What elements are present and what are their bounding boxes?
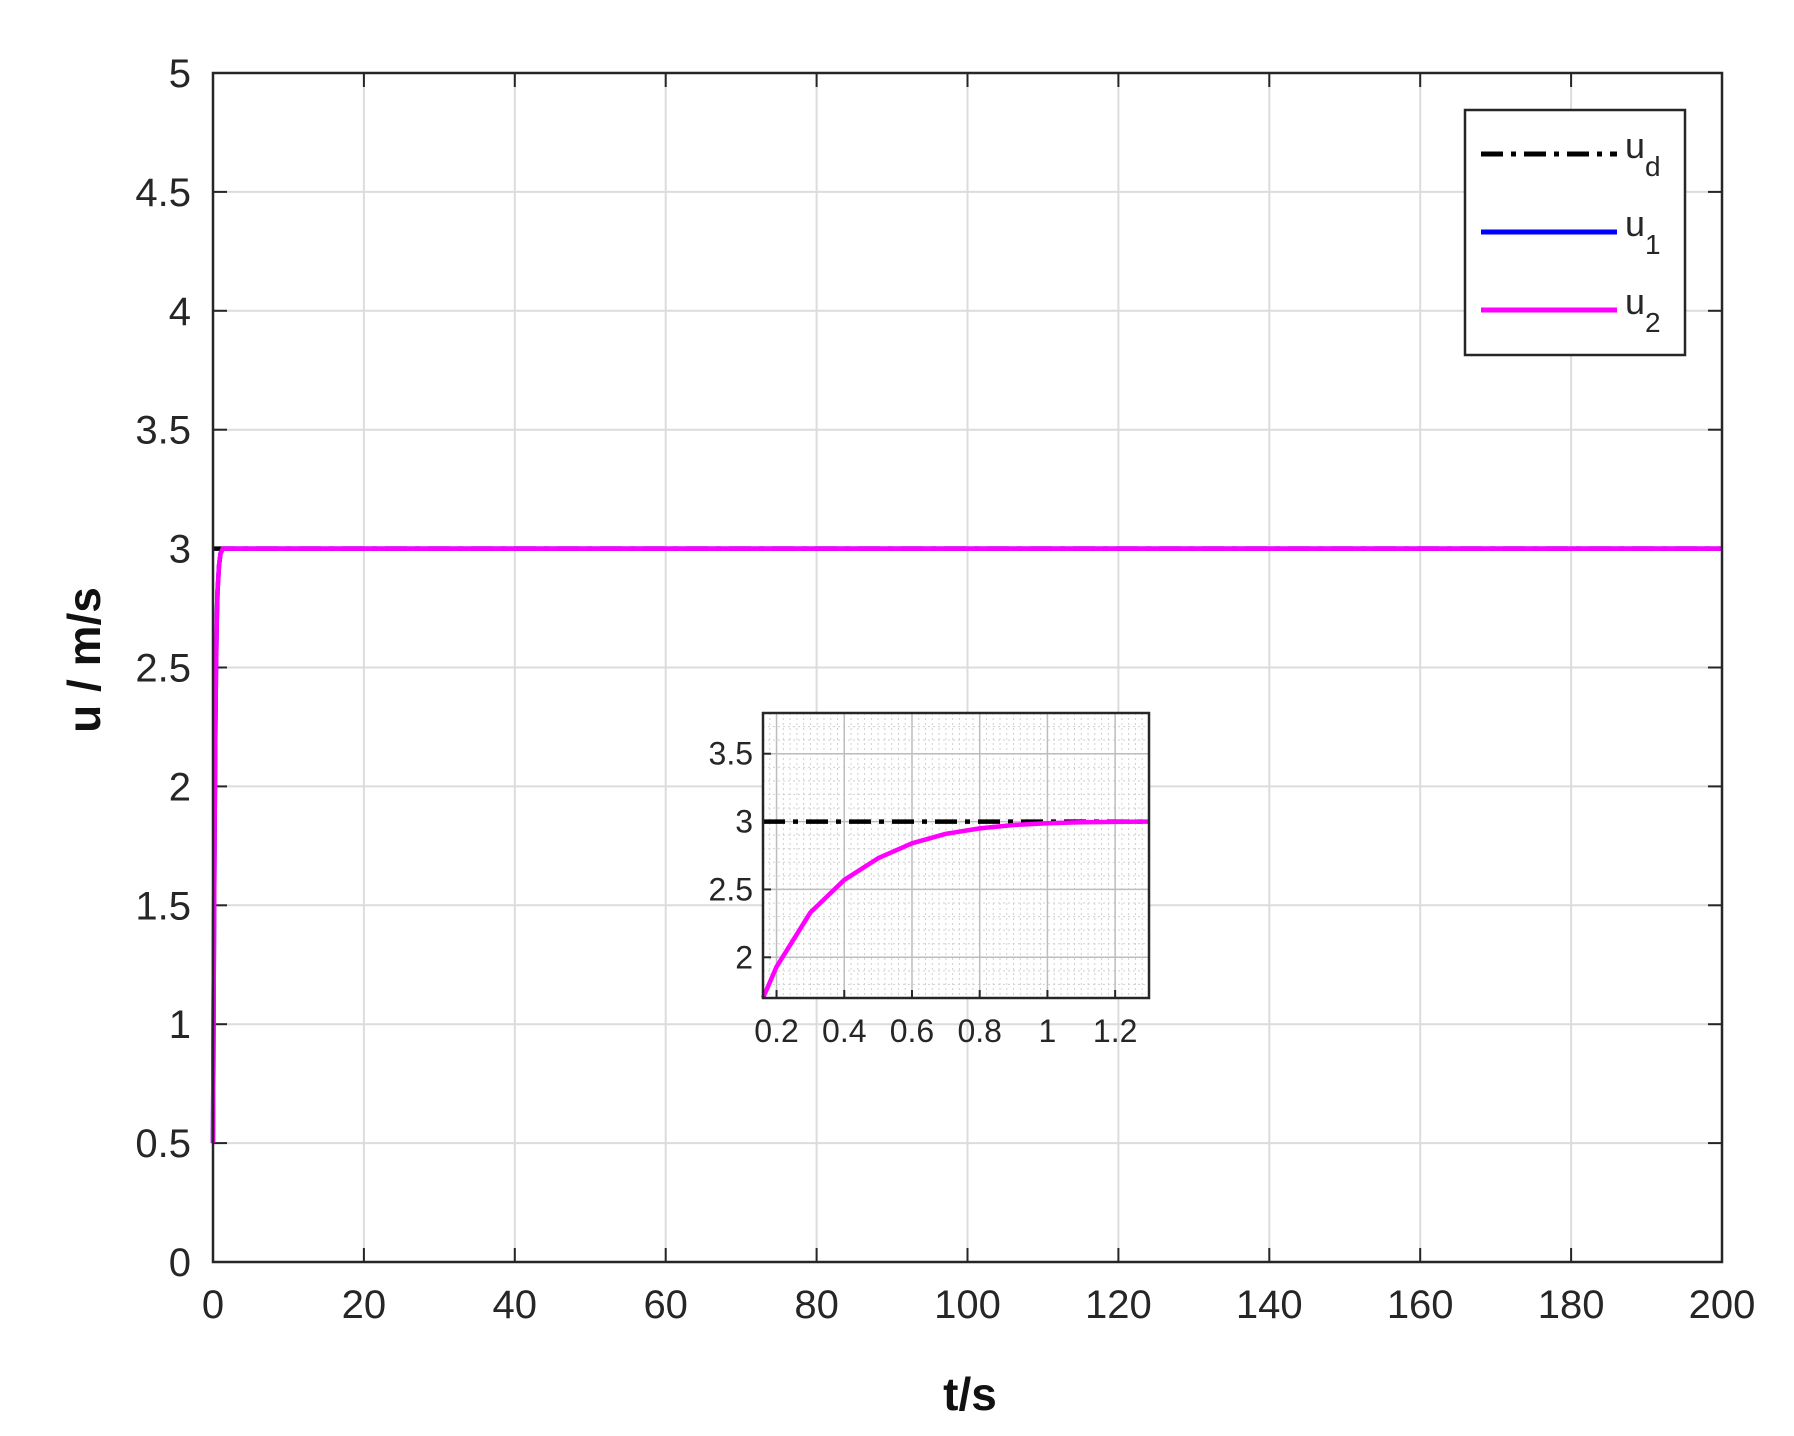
plot-frame xyxy=(211,71,1724,1264)
y-tick-label: 2 xyxy=(169,765,191,809)
x-tick-label: 180 xyxy=(1538,1283,1605,1327)
y-tick-label: 2.5 xyxy=(135,647,191,691)
inset-x-tick-label: 0.8 xyxy=(957,1013,1001,1049)
inset-background xyxy=(763,713,1149,998)
y-axis-title: u / m/s xyxy=(58,587,110,733)
y-tick-label: 3.5 xyxy=(135,409,191,453)
y-tick-label: 0.5 xyxy=(135,1122,191,1166)
y-tick-label: 4 xyxy=(169,290,191,334)
x-tick-label: 100 xyxy=(934,1283,1001,1327)
x-tick-label: 0 xyxy=(202,1283,224,1327)
inset-y-tick-label: 2 xyxy=(735,939,753,975)
y-tick-label: 3 xyxy=(169,528,191,572)
x-tick-label: 160 xyxy=(1387,1283,1454,1327)
x-tick-label: 40 xyxy=(493,1283,538,1327)
legend-label-subscript-0: d xyxy=(1645,151,1661,182)
inset-x-tick-label: 1.2 xyxy=(1093,1013,1137,1049)
inset-y-tick-label: 2.5 xyxy=(709,871,753,907)
inset-x-tick-label: 0.2 xyxy=(754,1013,798,1049)
legend-label-subscript-2: 2 xyxy=(1645,307,1661,338)
inset-series-line-1 xyxy=(760,819,1150,999)
legend-label-subscript-1: 1 xyxy=(1645,229,1661,260)
x-tick-label: 20 xyxy=(342,1283,387,1327)
x-tick-label: 60 xyxy=(643,1283,688,1327)
y-tick-label: 0 xyxy=(169,1241,191,1285)
y-tick-label: 1.5 xyxy=(135,884,191,928)
inset-frame xyxy=(761,711,1151,1000)
y-tick-label: 5 xyxy=(169,52,191,96)
x-tick-label: 80 xyxy=(794,1283,839,1327)
x-tick-label: 200 xyxy=(1689,1283,1756,1327)
inset-x-tick-label: 0.6 xyxy=(890,1013,934,1049)
inset-x-tick-label: 1 xyxy=(1039,1013,1057,1049)
y-tick-label: 4.5 xyxy=(135,171,191,215)
inset-plot: 0.2 0.4 0.6 0.8 1 1.2 2 2.5 3 3.5 xyxy=(709,711,1151,1049)
x-tick-label: 120 xyxy=(1085,1283,1152,1327)
series-line-2 xyxy=(210,546,1722,1144)
inset-y-tick-label: 3 xyxy=(735,804,753,840)
x-axis-title: t/s xyxy=(943,1368,997,1420)
x-tick-label: 140 xyxy=(1236,1283,1303,1327)
inset-y-tick-label: 3.5 xyxy=(709,736,753,772)
inset-x-tick-label: 0.4 xyxy=(822,1013,866,1049)
y-tick-label: 1 xyxy=(169,1003,191,1047)
